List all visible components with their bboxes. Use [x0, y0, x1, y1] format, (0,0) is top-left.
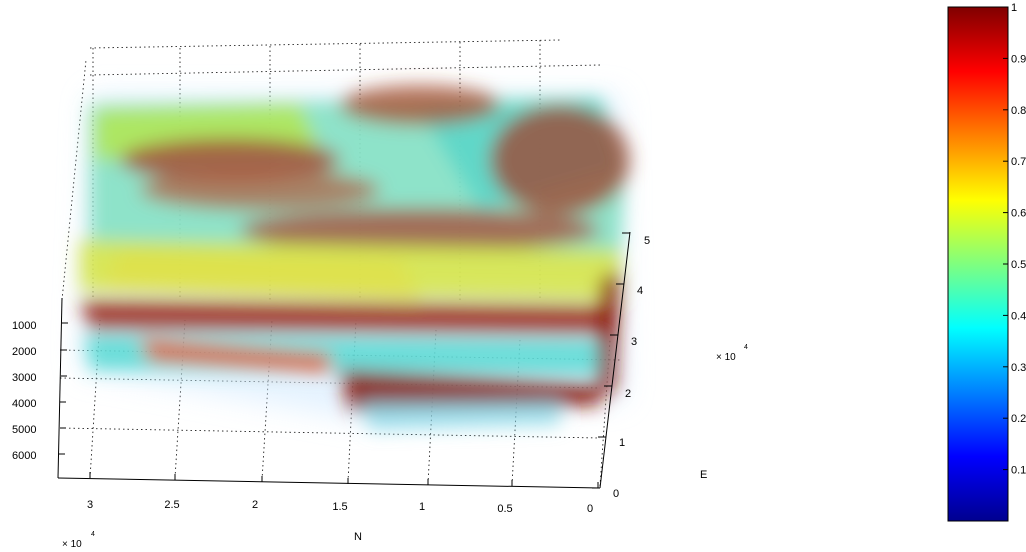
n-tick-label: 2.5: [164, 499, 179, 511]
depth-tick-labels: 1000 2000 3000 4000 5000 6000: [12, 320, 36, 462]
e-tick-labels: 0 1 2 3 4 5: [613, 235, 650, 500]
depth-tick-label: 5000: [12, 424, 36, 436]
colorbar-tick-label: 0.9: [1011, 53, 1026, 65]
colorbar-tick-label: 0.2: [1011, 413, 1026, 425]
n-tick-label: 0: [587, 503, 593, 515]
n-axis-multiplier: × 10: [62, 539, 82, 550]
e-axis-label: E: [700, 469, 707, 481]
n-tick-label: 0.5: [497, 503, 512, 515]
n-tick-label: 1.5: [332, 501, 347, 513]
colorbar-tick-label: 0.7: [1011, 156, 1026, 168]
depth-tick-label: 1000: [12, 320, 36, 332]
colorbar-tick-label: 0.5: [1011, 259, 1026, 271]
e-axis-multiplier: × 10: [716, 352, 736, 363]
n-tick-label: 3: [87, 499, 93, 511]
colorbar-tick-label: 0.3: [1011, 362, 1026, 374]
colorbar-tick-label: 0.6: [1011, 208, 1026, 220]
n-tick-label: 1: [419, 501, 425, 513]
e-tick-label: 4: [637, 285, 643, 297]
e-tick-label: 2: [625, 388, 631, 400]
e-tick-label: 5: [644, 235, 650, 247]
n-axis-multiplier-exp: 4: [91, 531, 95, 538]
axes-lines: [57, 231, 631, 489]
e-axis-multiplier-exp: 4: [744, 344, 748, 351]
depth-tick-label: 4000: [12, 398, 36, 410]
n-tick-label: 2: [252, 499, 258, 511]
depth-tick-label: 3000: [12, 372, 36, 384]
colorbar-gradient: [947, 6, 1009, 522]
e-tick-label: 1: [619, 437, 625, 449]
e-tick-label: 3: [631, 336, 637, 348]
colorbar: 1 0.9 0.8 0.7 0.6 0.5 0.4 0.3 0.2 0.1: [947, 2, 1026, 522]
e-tick-label: 0: [613, 488, 619, 500]
colorbar-tick-label: 0.1: [1011, 465, 1026, 477]
colorbar-tick-label: 0.8: [1011, 105, 1026, 117]
colorbar-tick-label: 0.4: [1011, 310, 1026, 322]
volume-render: [80, 85, 630, 430]
n-tick-labels: 3 2.5 2 1.5 1 0.5 0: [87, 499, 593, 515]
depth-tick-label: 2000: [12, 346, 36, 358]
colorbar-tick-label: 1: [1011, 2, 1017, 14]
colorbar-ticks: 1 0.9 0.8 0.7 0.6 0.5 0.4 0.3 0.2 0.1: [1003, 2, 1026, 477]
depth-tick-label: 6000: [12, 450, 36, 462]
n-axis-label: N: [354, 531, 362, 543]
